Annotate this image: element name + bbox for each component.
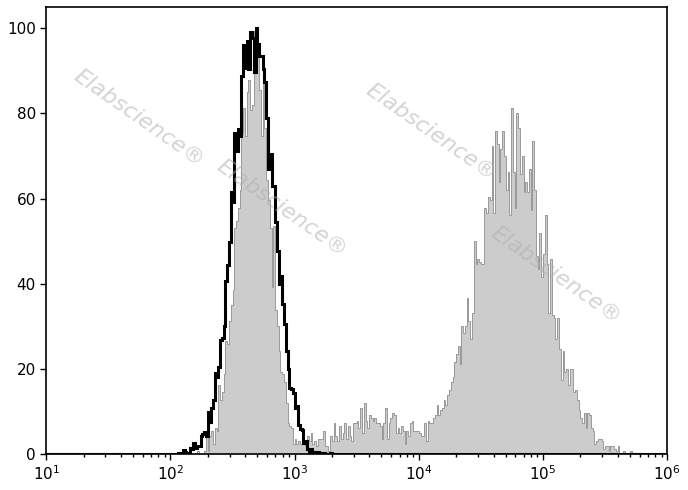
Text: Elabscience®: Elabscience® [213, 156, 351, 261]
Text: Elabscience®: Elabscience® [71, 66, 208, 171]
Text: Elabscience®: Elabscience® [486, 223, 624, 327]
Text: Elabscience®: Elabscience® [363, 80, 500, 184]
